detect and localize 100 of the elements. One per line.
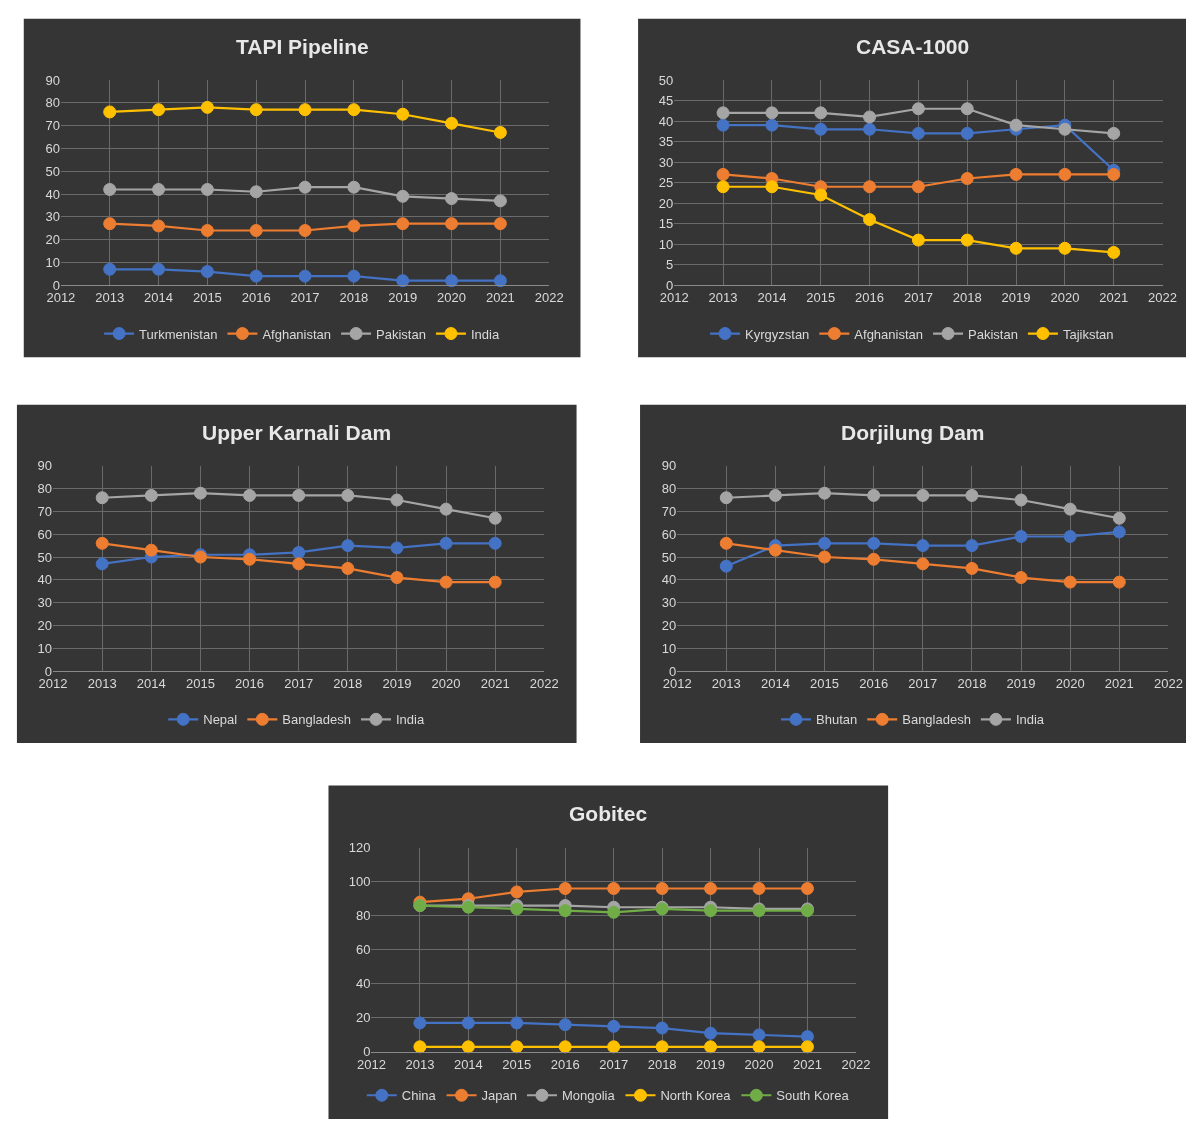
x-tick-label: 2020 — [431, 675, 461, 691]
x-tick-label: 2014 — [757, 289, 787, 305]
y-tick-label: 35 — [658, 134, 674, 150]
x-tick-label: 2021 — [792, 1056, 822, 1072]
y-tick-label: 45 — [658, 93, 674, 109]
y-tick-label: 70 — [661, 503, 677, 519]
y-tick-label: 40 — [661, 572, 677, 588]
legend-label: India — [395, 712, 425, 728]
y-tick-label: 40 — [658, 113, 674, 129]
x-tick-label: 2013 — [95, 289, 125, 305]
legend-label: Mongolia — [561, 1088, 616, 1104]
x-tick-label: 2016 — [550, 1056, 580, 1072]
y-tick-label: 5 — [665, 257, 674, 273]
x-tick-label: 2015 — [806, 289, 836, 305]
y-tick-label: 70 — [37, 503, 53, 519]
legend-label: Bhutan — [816, 712, 858, 728]
x-tick-label: 2022 — [841, 1056, 871, 1072]
x-tick-label: 2013 — [708, 289, 738, 305]
chart-title: CASA-1000 — [856, 35, 970, 58]
y-tick-label: 90 — [37, 458, 53, 474]
y-tick-label: 40 — [37, 572, 53, 588]
y-tick-label: 50 — [37, 549, 53, 565]
x-tick-label: 2019 — [382, 675, 412, 691]
y-tick-label: 20 — [355, 1010, 371, 1026]
x-tick-label: 2014 — [136, 675, 166, 691]
y-tick-label: 25 — [658, 175, 674, 191]
legend-label: Bangladesh — [282, 712, 351, 728]
y-tick-label: 90 — [45, 72, 60, 88]
y-tick-label: 20 — [37, 617, 53, 633]
y-tick-label: 80 — [661, 481, 677, 497]
chart-title: Gobitec — [569, 802, 648, 825]
y-tick-label: 30 — [661, 595, 677, 611]
x-tick-label: 2017 — [908, 675, 938, 691]
y-tick-label: 10 — [661, 640, 677, 656]
x-tick-label: 2013 — [87, 675, 117, 691]
legend-label: China — [401, 1088, 437, 1104]
x-tick-label: 2013 — [711, 675, 741, 691]
legend-label: Nepal — [203, 712, 238, 728]
legend-label: North Korea — [660, 1088, 732, 1104]
legend-label: Afghanistan — [854, 326, 924, 342]
y-tick-label: 40 — [45, 186, 60, 202]
legend-label: Pakistan — [376, 326, 426, 342]
x-tick-label: 2018 — [952, 289, 982, 305]
y-tick-label: 60 — [37, 526, 53, 542]
x-tick-label: 2016 — [855, 289, 885, 305]
x-tick-label: 2016 — [235, 675, 265, 691]
legend-label: India — [1015, 712, 1045, 728]
x-tick-label: 2022 — [534, 289, 564, 305]
y-tick-label: 80 — [355, 908, 371, 924]
x-tick-label: 2018 — [957, 675, 987, 691]
y-tick-label: 80 — [45, 95, 60, 111]
y-tick-label: 100 — [348, 874, 371, 890]
y-tick-label: 20 — [661, 617, 677, 633]
x-tick-label: 2015 — [502, 1056, 532, 1072]
y-tick-label: 60 — [45, 140, 60, 156]
x-tick-label: 2014 — [760, 675, 790, 691]
y-tick-label: 70 — [45, 118, 60, 134]
y-tick-label: 10 — [45, 255, 60, 270]
x-tick-label: 2015 — [185, 675, 215, 691]
x-tick-label: 2019 — [1001, 289, 1031, 305]
legend-label: South Korea — [776, 1088, 850, 1104]
y-tick-label: 30 — [37, 595, 53, 611]
x-tick-label: 2015 — [810, 675, 839, 691]
y-tick-label: 50 — [661, 549, 677, 565]
y-tick-label: 120 — [348, 840, 371, 856]
legend-label: Pakistan — [968, 326, 1018, 342]
y-tick-label: 50 — [45, 163, 60, 179]
x-tick-label: 2016 — [859, 675, 889, 691]
y-tick-label: 10 — [37, 640, 53, 656]
y-tick-label: 50 — [658, 72, 674, 88]
x-tick-label: 2018 — [333, 675, 363, 691]
x-tick-label: 2017 — [903, 289, 933, 305]
x-tick-label: 2017 — [599, 1056, 629, 1072]
y-tick-label: 20 — [658, 195, 674, 211]
x-tick-label: 2019 — [1006, 675, 1036, 691]
x-tick-label: 2014 — [144, 289, 174, 305]
chart-title: Upper Karnali Dam — [202, 421, 392, 444]
legend-label: India — [470, 326, 500, 342]
y-tick-label: 80 — [37, 481, 53, 497]
x-tick-label: 2019 — [388, 289, 418, 305]
legend-label: Kyrgyzstan — [745, 326, 810, 342]
legend-label: Tajikstan — [1062, 326, 1114, 342]
x-tick-label: 2018 — [647, 1056, 677, 1072]
legend-label: Bangladesh — [902, 712, 971, 728]
y-tick-label: 90 — [661, 458, 677, 474]
y-tick-label: 40 — [355, 976, 371, 992]
x-tick-label: 2022 — [1153, 675, 1183, 691]
chart-title: Dorjilung Dam — [841, 421, 985, 444]
legend-label: Afghanistan — [262, 326, 332, 342]
y-tick-label: 15 — [658, 216, 674, 232]
x-tick-label: 2018 — [339, 289, 369, 305]
x-tick-label: 2022 — [529, 675, 559, 691]
x-tick-label: 2015 — [192, 289, 222, 305]
x-tick-label: 2020 — [1055, 675, 1085, 691]
x-tick-label: 2013 — [405, 1056, 435, 1072]
x-tick-label: 2019 — [696, 1056, 726, 1072]
chart-title: TAPI Pipeline — [236, 35, 369, 58]
x-tick-label: 2020 — [437, 289, 467, 305]
x-tick-label: 2014 — [453, 1056, 483, 1072]
x-tick-label: 2021 — [1104, 675, 1134, 691]
